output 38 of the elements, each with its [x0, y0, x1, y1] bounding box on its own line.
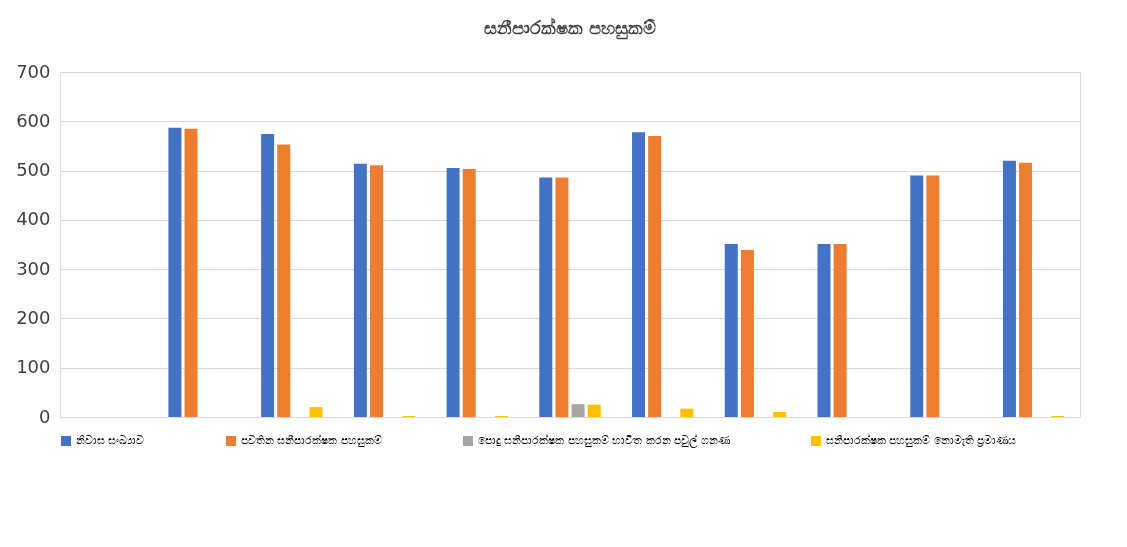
- bar: [369, 165, 383, 417]
- bar: [184, 128, 198, 417]
- bar: [555, 177, 569, 417]
- bar: [571, 404, 585, 417]
- bar: [277, 144, 291, 417]
- bar: [168, 127, 182, 417]
- bar: [632, 132, 646, 417]
- bar: [261, 134, 275, 417]
- chart-title: සනීපාරක්ෂක පහසුකම්: [483, 17, 657, 40]
- bar: [680, 408, 694, 417]
- bar: [926, 175, 940, 417]
- y-tick-label: 700: [16, 60, 51, 82]
- bar: [1002, 160, 1016, 417]
- legend-label: සනීපාරක්ෂක පහසුකම් නොමැති ප්‍රමාණය: [826, 433, 1017, 447]
- bar: [740, 249, 754, 417]
- y-tick-label: 100: [16, 356, 51, 378]
- legend-label: පවතින සනීපාරක්ෂක පහසුකම්: [241, 433, 382, 447]
- bar: [724, 244, 738, 417]
- bar: [817, 244, 831, 417]
- legend-label: පොදු සනීපාරක්ෂක පහසුකම් භාවිත කරන පවුල් ගනණ: [478, 433, 730, 448]
- bar: [773, 412, 787, 417]
- y-tick-label: 500: [16, 159, 51, 181]
- bar: [587, 404, 601, 417]
- bar: [648, 136, 662, 417]
- bar: [446, 168, 460, 417]
- bar: [353, 163, 367, 417]
- y-tick-label: 0: [39, 405, 51, 427]
- bar: [539, 177, 553, 417]
- bar: [462, 169, 476, 417]
- y-tick-label: 300: [16, 257, 51, 279]
- legend-label: නිවාස සංඛ්‍යාව: [76, 434, 145, 447]
- y-tick-label: 600: [16, 109, 51, 131]
- bar: [910, 175, 924, 417]
- y-tick-label: 400: [16, 208, 51, 230]
- bar: [1019, 162, 1033, 417]
- bar: [833, 244, 847, 417]
- bar: [309, 407, 323, 417]
- y-tick-label: 200: [16, 306, 51, 328]
